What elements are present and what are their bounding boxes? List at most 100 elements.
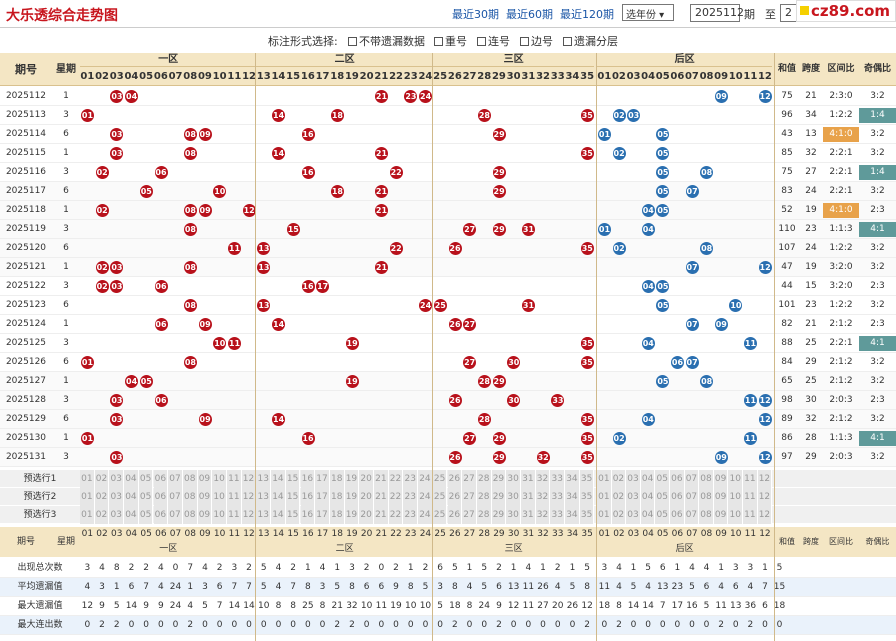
preselect-cell[interactable]: 05	[138, 488, 154, 506]
preselect-cell[interactable]: 08	[182, 488, 198, 506]
checkbox-icon[interactable]	[477, 37, 486, 46]
preselect-cell[interactable]: 28	[476, 488, 492, 506]
preselect-cell[interactable]: 02	[611, 470, 627, 488]
preselect-cell[interactable]: 08	[182, 470, 198, 488]
preselect-cell[interactable]: 17	[315, 506, 330, 524]
period-header[interactable]: 期号	[15, 63, 37, 76]
preselect-cell[interactable]: 23	[403, 488, 419, 506]
preselect-cell[interactable]: 06	[670, 488, 685, 506]
preselect-cell[interactable]: 03	[109, 488, 125, 506]
preselect-cell[interactable]: 24	[418, 470, 433, 488]
preselect-cell[interactable]: 04	[640, 488, 656, 506]
preselect-cell[interactable]: 03	[626, 488, 641, 506]
preselect-cell[interactable]: 01	[80, 470, 95, 488]
preselect-cell[interactable]: 30	[506, 506, 521, 524]
preselect-cell[interactable]: 07	[684, 488, 700, 506]
preselect-cell[interactable]: 34	[565, 506, 580, 524]
preselect-cell[interactable]: 11	[227, 470, 242, 488]
preselect-cell[interactable]: 33	[550, 488, 566, 506]
preselect-cell[interactable]: 18	[329, 488, 345, 506]
preselect-cell[interactable]: 17	[315, 470, 330, 488]
preselect-cell[interactable]: 09	[197, 506, 213, 524]
preselect-cell[interactable]: 15	[285, 470, 301, 488]
preselect-cell[interactable]: 05	[655, 470, 671, 488]
preselect-cell[interactable]: 24	[418, 488, 433, 506]
preselect-cell[interactable]: 09	[713, 488, 729, 506]
preselect-cell[interactable]: 23	[403, 470, 419, 488]
preselect-cell[interactable]: 14	[271, 488, 286, 506]
preselect-cell[interactable]: 25	[432, 506, 448, 524]
checkbox-icon[interactable]	[434, 37, 443, 46]
preselect-cell[interactable]: 08	[182, 506, 198, 524]
preselect-cell[interactable]: 13	[256, 470, 272, 488]
preselect-cell[interactable]: 07	[684, 506, 700, 524]
preselect-cell[interactable]: 28	[476, 506, 492, 524]
preselect-cell[interactable]: 31	[521, 470, 536, 488]
preselect-cell[interactable]: 34	[565, 470, 580, 488]
preselect-cell[interactable]: 27	[462, 488, 477, 506]
preselect-cell[interactable]: 29	[491, 488, 507, 506]
preselect-cell[interactable]: 21	[374, 488, 389, 506]
preselect-cell[interactable]: 20	[359, 488, 374, 506]
option-repeat[interactable]: 重号	[434, 33, 467, 49]
option-no-omission[interactable]: 不带遗漏数据	[348, 33, 425, 49]
preselect-cell[interactable]: 14	[271, 506, 286, 524]
preselect-cell[interactable]: 09	[713, 506, 729, 524]
preselect-cell[interactable]: 33	[550, 506, 566, 524]
preselect-cell[interactable]: 35	[579, 470, 595, 488]
option-edge[interactable]: 边号	[520, 33, 553, 49]
preselect-cell[interactable]: 18	[329, 470, 345, 488]
preselect-cell[interactable]: 27	[462, 506, 477, 524]
preselect-cell[interactable]: 12	[241, 506, 257, 524]
preselect-cell[interactable]: 07	[168, 506, 183, 524]
preselect-cell[interactable]: 07	[168, 488, 183, 506]
preselect-cell[interactable]: 12	[241, 470, 257, 488]
preselect-cell[interactable]: 22	[388, 506, 404, 524]
preselect-cell[interactable]: 26	[447, 488, 463, 506]
preselect-cell[interactable]: 32	[535, 506, 551, 524]
option-omission-layers[interactable]: 遗漏分层	[563, 33, 618, 49]
preselect-cell[interactable]: 20	[359, 470, 374, 488]
preselect-cell[interactable]: 12	[757, 488, 773, 506]
preselect-cell[interactable]: 10	[728, 470, 744, 488]
preselect-cell[interactable]: 30	[506, 488, 521, 506]
preselect-cell[interactable]: 07	[168, 470, 183, 488]
preselect-cell[interactable]: 10	[212, 470, 227, 488]
preselect-cell[interactable]: 18	[329, 506, 345, 524]
preselect-cell[interactable]: 05	[655, 488, 671, 506]
preselect-cell[interactable]: 29	[491, 506, 507, 524]
preselect-cell[interactable]: 20	[359, 506, 374, 524]
preselect-cell[interactable]: 27	[462, 470, 477, 488]
preselect-cell[interactable]: 11	[743, 506, 758, 524]
preselect-cell[interactable]: 16	[300, 470, 316, 488]
preselect-cell[interactable]: 13	[256, 488, 272, 506]
preselect-cell[interactable]: 30	[506, 470, 521, 488]
preselect-cell[interactable]: 13	[256, 506, 272, 524]
preselect-cell[interactable]: 10	[212, 488, 227, 506]
preselect-cell[interactable]: 01	[80, 506, 95, 524]
preselect-cell[interactable]: 03	[109, 470, 125, 488]
preselect-cell[interactable]: 02	[94, 470, 110, 488]
preselect-cell[interactable]: 02	[611, 488, 627, 506]
preselect-cell[interactable]: 16	[300, 488, 316, 506]
preselect-cell[interactable]: 10	[728, 506, 744, 524]
preselect-cell[interactable]: 08	[699, 506, 714, 524]
preselect-cell[interactable]: 25	[432, 470, 448, 488]
preselect-cell[interactable]: 11	[743, 488, 758, 506]
preselect-cell[interactable]: 12	[757, 506, 773, 524]
preselect-cell[interactable]: 03	[626, 506, 641, 524]
preselect-cell[interactable]: 03	[109, 506, 125, 524]
preselect-cell[interactable]: 28	[476, 470, 492, 488]
preselect-cell[interactable]: 09	[197, 488, 213, 506]
preselect-cell[interactable]: 17	[315, 488, 330, 506]
preselect-cell[interactable]: 32	[535, 488, 551, 506]
preselect-cell[interactable]: 02	[94, 506, 110, 524]
preselect-cell[interactable]: 06	[670, 470, 685, 488]
preselect-cell[interactable]: 22	[388, 470, 404, 488]
preselect-cell[interactable]: 23	[403, 506, 419, 524]
preselect-cell[interactable]: 04	[640, 506, 656, 524]
preselect-cell[interactable]: 04	[124, 470, 139, 488]
preselect-cell[interactable]: 10	[728, 488, 744, 506]
preselect-cell[interactable]: 32	[535, 470, 551, 488]
preselect-cell[interactable]: 06	[670, 506, 685, 524]
